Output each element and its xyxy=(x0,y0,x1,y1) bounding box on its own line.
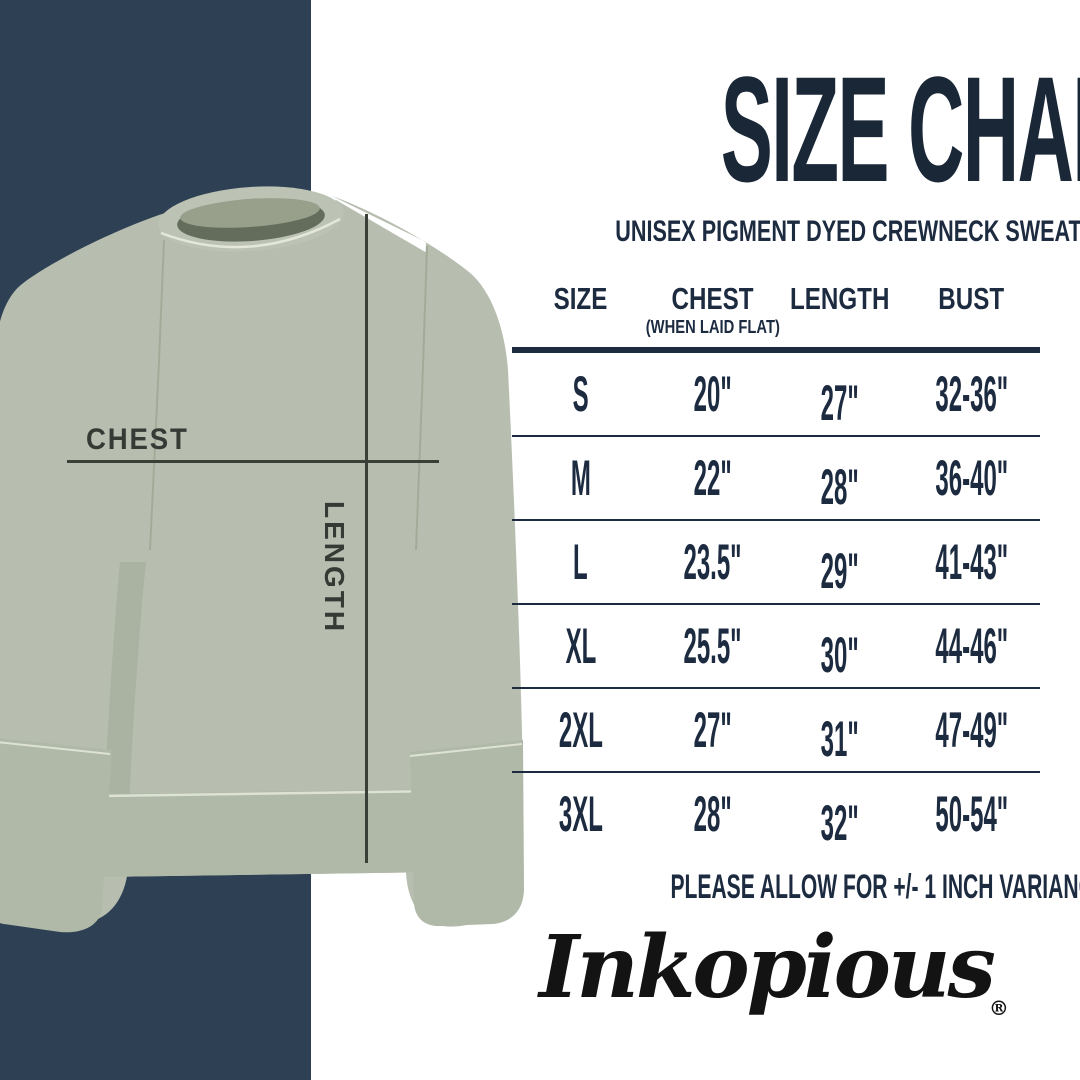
sweatshirt-illustration xyxy=(0,186,524,933)
column-header-bust: BUST xyxy=(938,281,1005,316)
sweatshirt-right-sleeve xyxy=(332,196,523,927)
cell-chest: 20" xyxy=(693,366,732,422)
cell-size: S xyxy=(572,366,589,422)
column-header-length: LENGTH xyxy=(790,281,890,316)
cell-chest: 27" xyxy=(693,702,732,758)
variance-note: PLEASE ALLOW FOR +/- 1 INCH VARIANCE IN … xyxy=(670,868,1080,906)
chest-measure-line xyxy=(67,460,439,463)
cell-bust: 50-54" xyxy=(934,786,1008,842)
size-table: SIZE CHEST (WHEN LAID FLAT) LENGTH BUST … xyxy=(512,282,1040,855)
column-header-size: SIZE xyxy=(553,281,608,316)
right-cuff xyxy=(410,740,524,927)
size-row-l: L 23.5" 29" 41-43" xyxy=(512,521,1040,603)
row-divider xyxy=(512,519,1040,521)
left-cuff xyxy=(0,738,112,933)
hem-seam xyxy=(99,789,441,798)
row-divider xyxy=(512,603,1040,605)
cell-chest: 25.5" xyxy=(683,618,742,674)
cell-length: 31" xyxy=(820,711,859,767)
column-header-chest: CHEST (WHEN LAID FLAT) xyxy=(645,281,780,338)
size-row-3xl: 3XL 28" 32" 50-54" xyxy=(512,773,1040,855)
row-divider xyxy=(512,435,1040,437)
cell-bust: 32-36" xyxy=(934,366,1008,422)
row-divider xyxy=(512,771,1040,773)
right-cuff-seam xyxy=(409,743,523,757)
registered-trademark-symbol: ® xyxy=(988,996,1009,1020)
size-table-header: SIZE CHEST (WHEN LAID FLAT) LENGTH BUST xyxy=(512,281,1040,338)
left-cuff-seam xyxy=(0,741,111,755)
collar-inner-back xyxy=(180,198,320,228)
sweatshirt-photo xyxy=(0,170,545,940)
right-sleeve-seam xyxy=(415,245,428,551)
cell-length: 32" xyxy=(820,795,859,851)
cell-length: 29" xyxy=(820,543,859,599)
cell-size: M xyxy=(570,450,591,506)
cell-size: 2XL xyxy=(558,702,603,758)
cell-size: XL xyxy=(565,618,596,674)
cell-bust: 36-40" xyxy=(934,450,1008,506)
hem-band xyxy=(100,789,441,877)
cell-length: 27" xyxy=(820,375,859,431)
row-divider xyxy=(512,687,1040,689)
collar-seam xyxy=(160,217,341,249)
cell-chest: 22" xyxy=(693,450,732,506)
length-measure-label: LENGTH xyxy=(319,501,350,635)
cell-length: 28" xyxy=(820,459,859,515)
cell-chest: 28" xyxy=(693,786,732,842)
cell-bust: 47-49" xyxy=(934,702,1008,758)
chest-measure-label: CHEST xyxy=(86,423,189,456)
size-row-xl: XL 25.5" 30" 44-46" xyxy=(512,605,1040,687)
chest-note: (WHEN LAID FLAT) xyxy=(645,317,780,337)
size-row-m: M 22" 28" 36-40" xyxy=(512,437,1040,519)
size-row-s: S 20" 27" 32-36" xyxy=(512,353,1040,435)
cell-chest: 23.5" xyxy=(683,534,742,590)
header-divider xyxy=(512,347,1040,353)
left-sleeve-seam xyxy=(149,239,165,551)
product-subtitle: UNISEX PIGMENT DYED CREWNECK SWEATSHIRT xyxy=(615,215,1080,248)
cell-bust: 44-46" xyxy=(934,618,1008,674)
cell-size: L xyxy=(573,534,588,590)
brand-logo: Inkopious® xyxy=(512,916,1040,1042)
length-measure-line xyxy=(365,214,368,863)
cell-size: 3XL xyxy=(558,786,603,842)
brand-logo-text: Inkopious xyxy=(539,917,996,1018)
cell-length: 30" xyxy=(820,627,859,683)
page-title: SIZE CHART xyxy=(720,45,1080,213)
cell-bust: 41-43" xyxy=(934,534,1008,590)
size-row-2xl: 2XL 27" 31" 47-49" xyxy=(512,689,1040,771)
